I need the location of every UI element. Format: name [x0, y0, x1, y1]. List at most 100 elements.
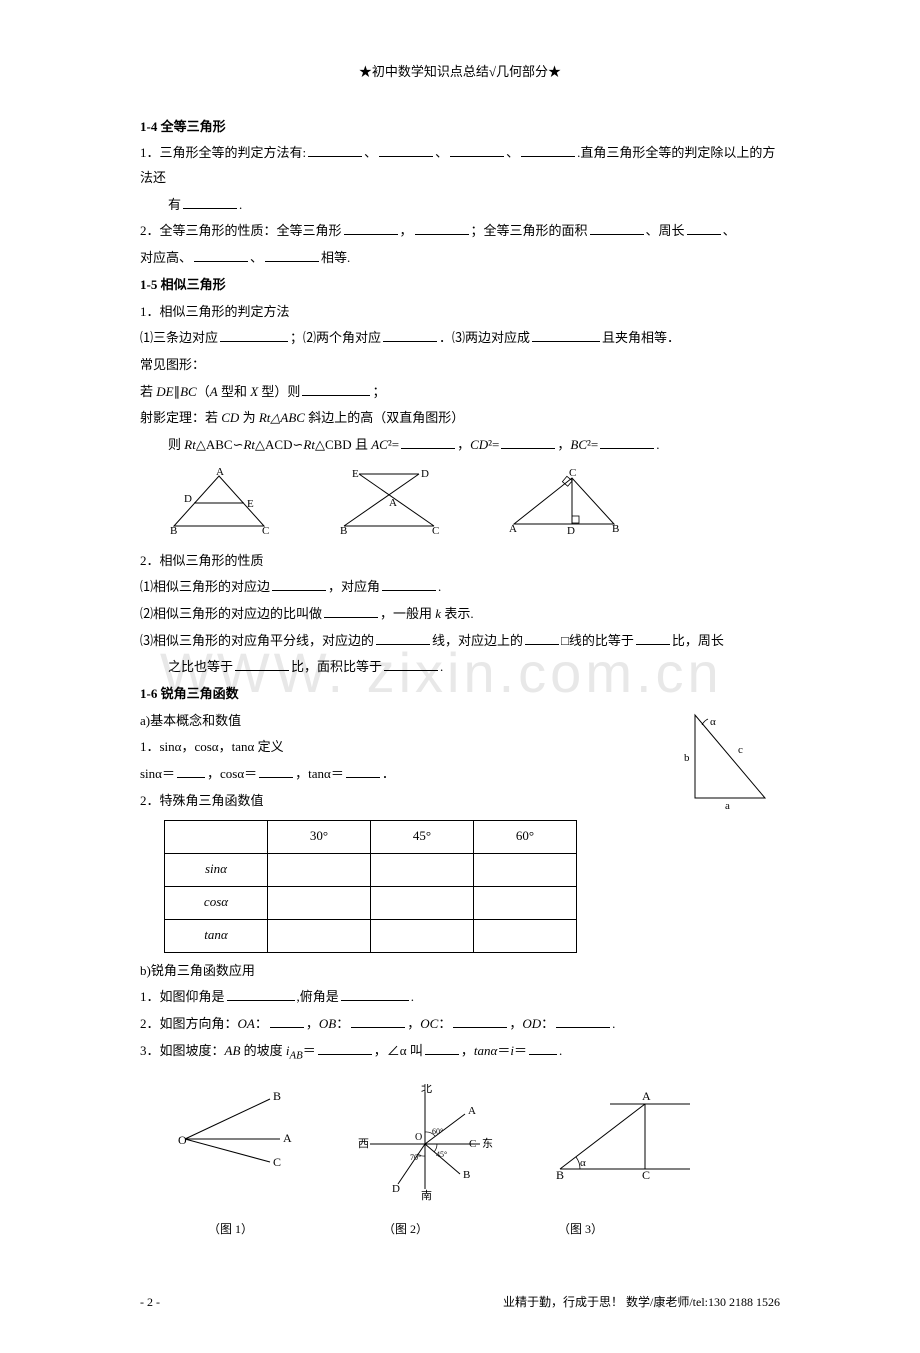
line: b)锐角三角函数应用: [140, 959, 780, 984]
caption: （图 1）: [208, 1218, 253, 1241]
text: 的坡度: [240, 1043, 286, 1058]
line: 则 Rt△ABC∽Rt△ACD∽Rt△CBD 且 AC²=，CD²=，BC²=.: [140, 433, 780, 458]
text: 为: [239, 410, 259, 425]
text: 若: [140, 384, 156, 399]
row-label: tanα: [165, 919, 268, 952]
sub: AB: [290, 1049, 303, 1061]
text: ；全等三角形的面积: [471, 223, 588, 238]
text: 且夹角相等．: [602, 330, 680, 345]
text: 且: [352, 437, 372, 452]
text: 型和: [218, 384, 251, 399]
var: OA: [238, 1016, 255, 1031]
svg-text:A: A: [642, 1089, 651, 1103]
page: ★初中数学知识点总结√几何部分★ 1-4 全等三角形 1．三角形全等的判定方法有…: [0, 0, 920, 1353]
var: X: [250, 384, 258, 399]
caption: （图 3）: [558, 1218, 603, 1241]
text: ，∠α 叫: [374, 1043, 423, 1058]
figure-captions: （图 1） （图 2） （图 3）: [208, 1218, 780, 1241]
var: OD: [522, 1016, 541, 1031]
var: CD: [470, 437, 488, 452]
line: ⑵相似三角形的对应边的比叫做，一般用 k 表示.: [140, 602, 780, 627]
text: ＝: [514, 1043, 527, 1058]
th: 45°: [371, 820, 474, 853]
svg-text:C: C: [569, 467, 576, 479]
var: Rt: [259, 410, 271, 425]
section-1-5-head: 1-5 相似三角形: [140, 273, 780, 298]
text: 有: [168, 197, 181, 212]
line: 有.: [140, 193, 780, 218]
svg-text:E: E: [352, 468, 359, 480]
fig3-slope-icon: α A B C: [550, 1084, 700, 1184]
text: ．⑶两边对应成: [439, 330, 530, 345]
svg-text:C: C: [469, 1138, 476, 1150]
svg-text:a: a: [725, 800, 730, 812]
svg-text:B: B: [340, 525, 347, 537]
var: AB: [225, 1043, 241, 1058]
text: 3．如图坡度：: [140, 1043, 225, 1058]
svg-text:A: A: [283, 1131, 292, 1145]
text: ⑴三条边对应: [140, 330, 218, 345]
th: 30°: [268, 820, 371, 853]
text: 则: [168, 437, 184, 452]
line: ⑴相似三角形的对应边，对应角.: [140, 575, 780, 600]
row-label: cosα: [165, 886, 268, 919]
var: A: [210, 384, 218, 399]
var: Rt: [184, 437, 196, 452]
text: ；⑵两个角对应: [290, 330, 381, 345]
svg-text:东: 东: [482, 1137, 493, 1150]
var: BC: [570, 437, 587, 452]
svg-text:b: b: [684, 752, 690, 764]
row-label: sinα: [165, 853, 268, 886]
text: ,俯角是: [297, 989, 339, 1004]
var: BC: [180, 384, 197, 399]
var: DE: [156, 384, 173, 399]
svg-text:45°: 45°: [436, 1150, 447, 1159]
line: 1．相似三角形的判定方法: [140, 300, 780, 325]
svg-text:B: B: [273, 1089, 281, 1103]
line: 2．相似三角形的性质: [140, 549, 780, 574]
line: 3．如图坡度：AB 的坡度 iAB＝，∠α 叫，tanα＝i＝.: [140, 1039, 780, 1066]
text: ⑶相似三角形的对应角平分线，对应边的: [140, 633, 374, 648]
fig1-angle-icon: O B A C: [170, 1084, 300, 1184]
svg-text:B: B: [556, 1168, 564, 1182]
page-title: ★初中数学知识点总结√几何部分★: [140, 60, 780, 85]
line: 常见图形：: [140, 353, 780, 378]
text: ⑵相似三角形的对应边的比叫做: [140, 606, 322, 621]
var: Rt: [303, 437, 315, 452]
var: AC: [371, 437, 388, 452]
line: 2．如图方向角：OA：，OB：，OC：，OD：.: [140, 1012, 780, 1037]
text: 1．如图仰角是: [140, 989, 225, 1004]
text: ＝: [497, 1043, 510, 1058]
figures-row: O B A C 北 南 东 西 O A B C D 60° 45° 70° α …: [170, 1084, 780, 1204]
text: 比，面积比等于: [291, 659, 382, 674]
fig2-compass-icon: 北 南 东 西 O A B C D 60° 45° 70°: [350, 1084, 500, 1204]
caption: （图 2）: [383, 1218, 428, 1241]
line: ⑶相似三角形的对应角平分线，对应边的线，对应边上的□线的比等于比，周长: [140, 629, 780, 654]
var: △CBD: [315, 437, 352, 452]
svg-text:60°: 60°: [432, 1127, 443, 1136]
text: 2．全等三角形的性质：全等三角形: [140, 223, 342, 238]
var: △ACD: [255, 437, 292, 452]
text: 射影定理：若: [140, 410, 221, 425]
svg-text:A: A: [468, 1105, 476, 1117]
text: 比，周长: [672, 633, 724, 648]
triangle-x-type-icon: E D A B C: [334, 466, 444, 541]
text: ²=: [388, 437, 399, 452]
svg-text:A: A: [509, 523, 517, 535]
svg-text:C: C: [432, 525, 439, 537]
text: 、周长: [646, 223, 685, 238]
svg-text:C: C: [262, 525, 269, 536]
svg-text:B: B: [170, 525, 177, 536]
svg-text:70°: 70°: [410, 1153, 421, 1162]
svg-text:西: 西: [358, 1138, 369, 1150]
svg-text:D: D: [392, 1183, 400, 1195]
text: ²=: [587, 437, 598, 452]
trig-table: 30°45°60° sinα cosα tanα: [164, 820, 577, 953]
svg-text:O: O: [178, 1133, 187, 1147]
var: CD: [221, 410, 239, 425]
text: ∽: [292, 437, 303, 452]
text: □线的比等于: [561, 633, 634, 648]
text: ，一般用: [380, 606, 435, 621]
var: tanα: [474, 1043, 497, 1058]
var: △ABC: [196, 437, 233, 452]
